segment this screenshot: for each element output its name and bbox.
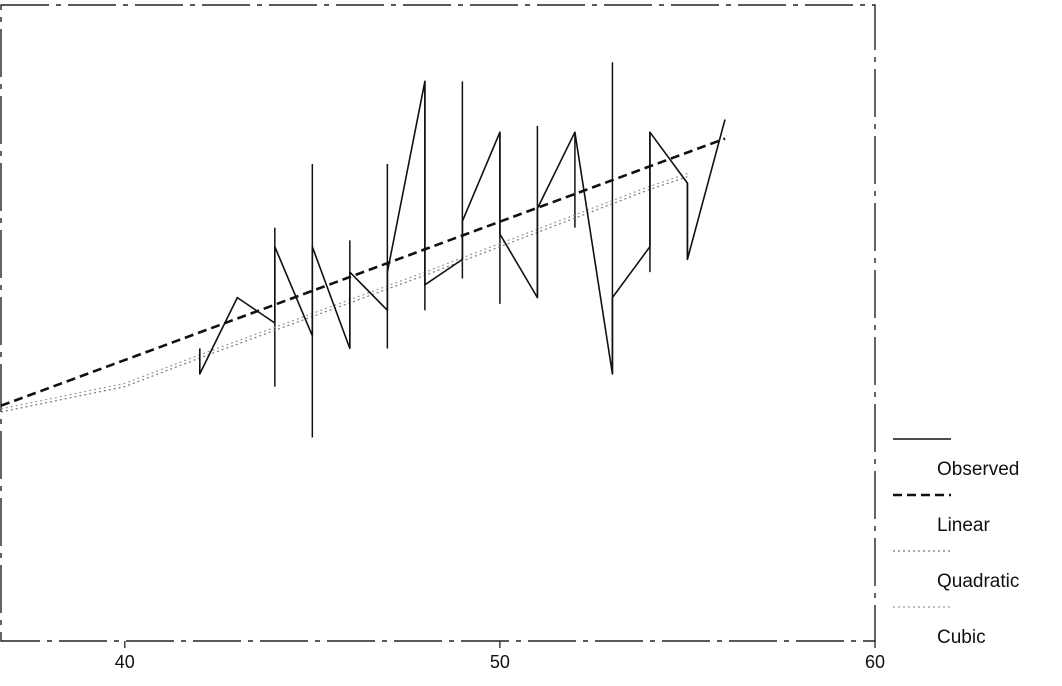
legend-label-observed: Observed bbox=[937, 459, 1019, 480]
plot-frame bbox=[0, 4, 876, 642]
legend-label-cubic: Cubic bbox=[937, 627, 986, 648]
legend-label-quadratic: Quadratic bbox=[937, 571, 1019, 592]
series-line-linear bbox=[0, 137, 726, 407]
legend-label-linear: Linear bbox=[937, 515, 990, 536]
series-line-observed bbox=[199, 80, 726, 375]
x-tick-label-50: 50 bbox=[490, 652, 510, 672]
legend: Observed Linear Quadratic Cubic bbox=[893, 438, 1019, 648]
error-bars bbox=[274, 62, 689, 438]
series-line-quadratic bbox=[0, 176, 688, 413]
x-tick-label-40: 40 bbox=[115, 652, 135, 672]
series-line-cubic bbox=[0, 172, 688, 410]
x-tick-label-60: 60 bbox=[865, 652, 885, 672]
x-axis-ticks: 40 50 60 bbox=[115, 641, 885, 672]
series-lines bbox=[0, 80, 726, 413]
